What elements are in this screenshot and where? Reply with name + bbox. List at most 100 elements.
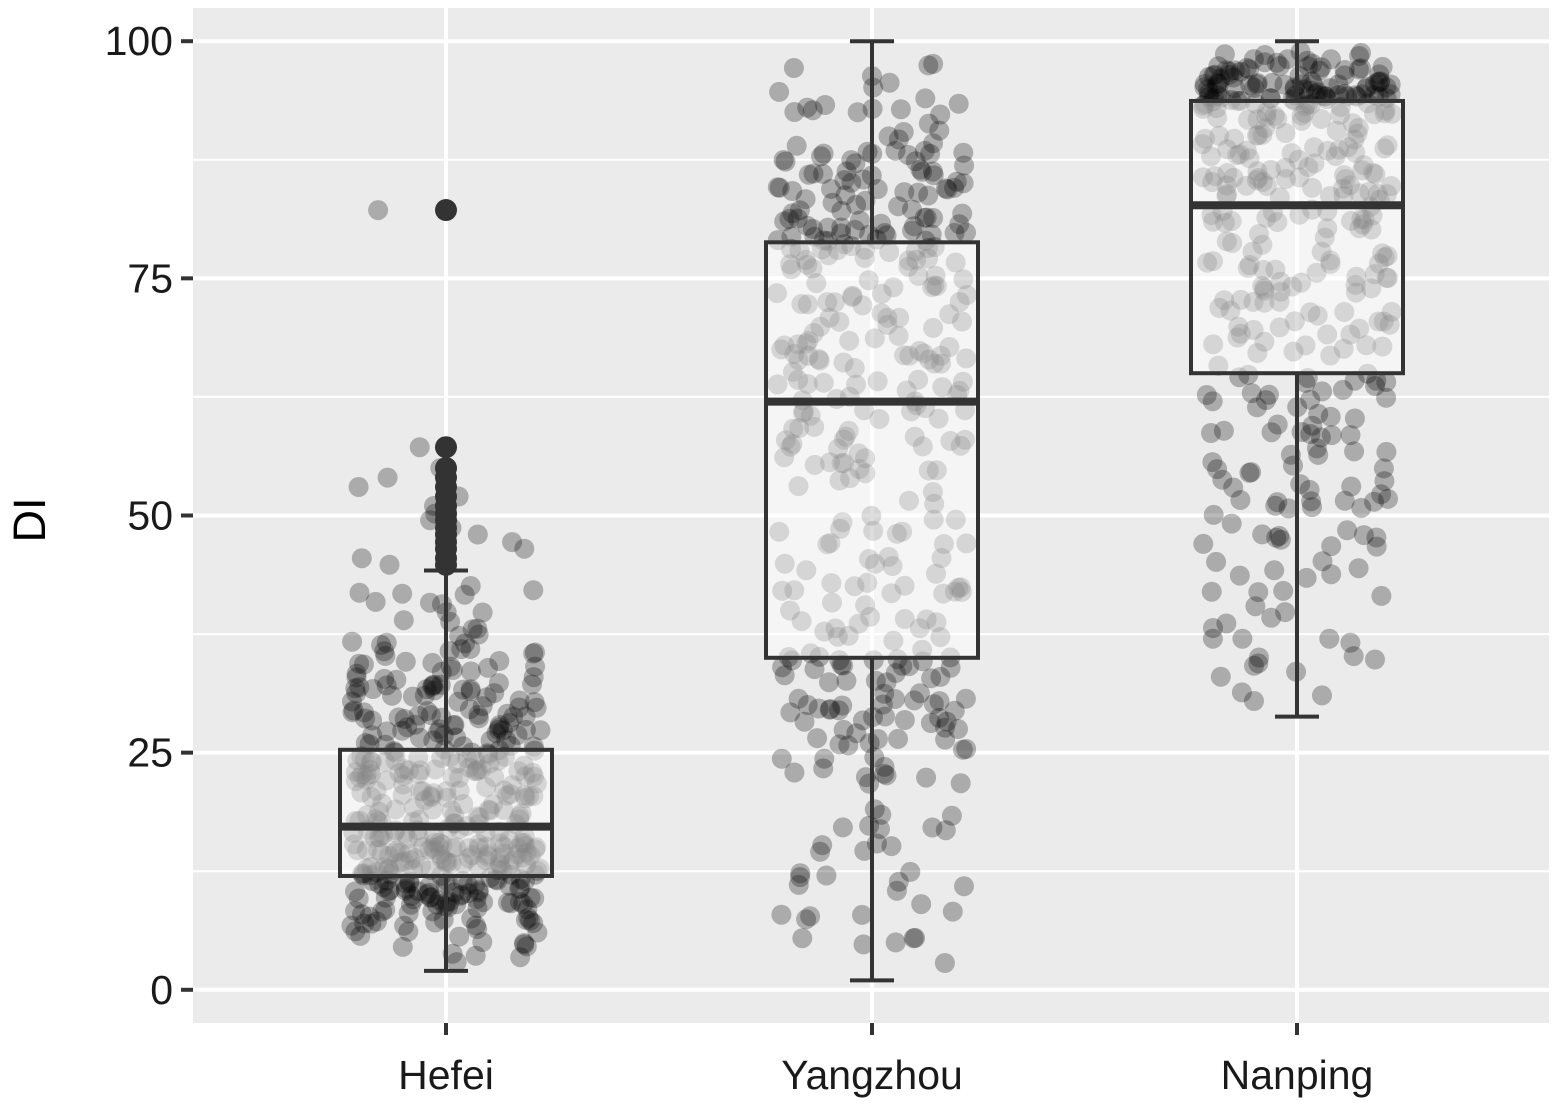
data-point: [499, 875, 520, 896]
data-point: [1194, 77, 1215, 98]
data-point: [1365, 376, 1386, 396]
data-point: [769, 81, 790, 102]
data-point: [451, 884, 472, 905]
box-iqr: [1189, 98, 1405, 376]
data-point: [940, 657, 961, 678]
data-point: [802, 218, 823, 239]
data-point: [1303, 75, 1324, 95]
data-point: [819, 699, 840, 720]
data-point: [1256, 390, 1276, 411]
data-point: [864, 799, 885, 820]
data-point: [468, 704, 489, 725]
data-point: [461, 908, 482, 929]
data-point: [1243, 49, 1264, 70]
data-point: [1203, 65, 1224, 86]
data-point: [784, 102, 805, 122]
data-point: [1340, 632, 1361, 653]
data-point: [520, 910, 541, 931]
data-point: [1366, 536, 1387, 557]
data-point: [914, 140, 935, 161]
data-point: [1295, 372, 1316, 393]
data-point: [894, 182, 915, 203]
data-point: [419, 882, 440, 903]
data-point: [1290, 41, 1311, 62]
data-point: [1357, 76, 1378, 97]
data-point: [359, 906, 380, 927]
data-point: [419, 876, 440, 897]
data-point: [1208, 56, 1229, 77]
data-point: [955, 688, 976, 709]
data-point: [353, 654, 374, 675]
data-point: [420, 592, 440, 613]
data-point: [774, 211, 795, 232]
data-point: [846, 194, 867, 215]
data-point: [1344, 441, 1365, 462]
data-point: [829, 734, 850, 755]
data-point: [1230, 490, 1251, 510]
data-point: [876, 672, 897, 693]
data-point: [944, 222, 965, 243]
data-point: [1373, 458, 1394, 479]
data-point: [790, 863, 811, 884]
data-point: [486, 723, 507, 744]
data-point: [874, 683, 895, 704]
data-point: [405, 714, 426, 735]
data-point: [424, 680, 445, 701]
data-point: [402, 686, 423, 707]
data-point: [1230, 61, 1251, 82]
data-point: [1270, 529, 1291, 550]
data-point: [523, 667, 544, 688]
data-point: [1248, 653, 1269, 674]
data-point: [782, 203, 803, 224]
data-point: [1261, 607, 1282, 628]
data-point: [476, 687, 497, 708]
data-point: [853, 934, 874, 955]
data-point: [834, 170, 855, 191]
data-point: [349, 653, 370, 674]
data-point: [1320, 406, 1341, 427]
data-point: [1239, 462, 1260, 483]
data-point: [1207, 459, 1228, 480]
data-point: [420, 887, 441, 908]
data-point: [433, 909, 454, 930]
data-point: [392, 936, 413, 957]
data-point: [797, 215, 818, 236]
data-point: [372, 901, 393, 922]
data-point: [836, 670, 857, 691]
data-point: [409, 437, 430, 458]
data-point: [457, 874, 478, 895]
data-point: [1244, 77, 1265, 98]
data-point: [1302, 415, 1323, 436]
data-point: [944, 700, 965, 721]
data-point: [1265, 495, 1286, 516]
data-point: [810, 841, 831, 862]
data-point: [1366, 527, 1387, 548]
data-point: [379, 880, 400, 901]
data-point: [1369, 72, 1390, 93]
data-point: [1365, 649, 1385, 670]
data-point: [1274, 74, 1295, 95]
data-point: [345, 678, 366, 699]
data-point: [1312, 551, 1333, 572]
data-point: [902, 199, 922, 220]
data-point: [875, 706, 895, 727]
data-point: [1328, 74, 1349, 95]
data-point: [509, 697, 530, 718]
data-point: [1278, 498, 1299, 519]
data-point: [1321, 49, 1341, 70]
data-point: [1348, 59, 1369, 80]
data-point: [789, 200, 810, 221]
data-point: [510, 891, 530, 912]
data-point: [460, 576, 481, 596]
data-point: [904, 690, 925, 711]
data-point: [1201, 581, 1222, 602]
data-point: [1207, 73, 1228, 94]
data-point: [446, 952, 467, 973]
data-point: [392, 720, 413, 741]
data-point: [1366, 370, 1387, 391]
data-point: [343, 700, 364, 721]
data-point: [467, 524, 488, 545]
data-point: [459, 699, 480, 720]
data-point: [832, 695, 853, 716]
data-point: [912, 161, 933, 182]
